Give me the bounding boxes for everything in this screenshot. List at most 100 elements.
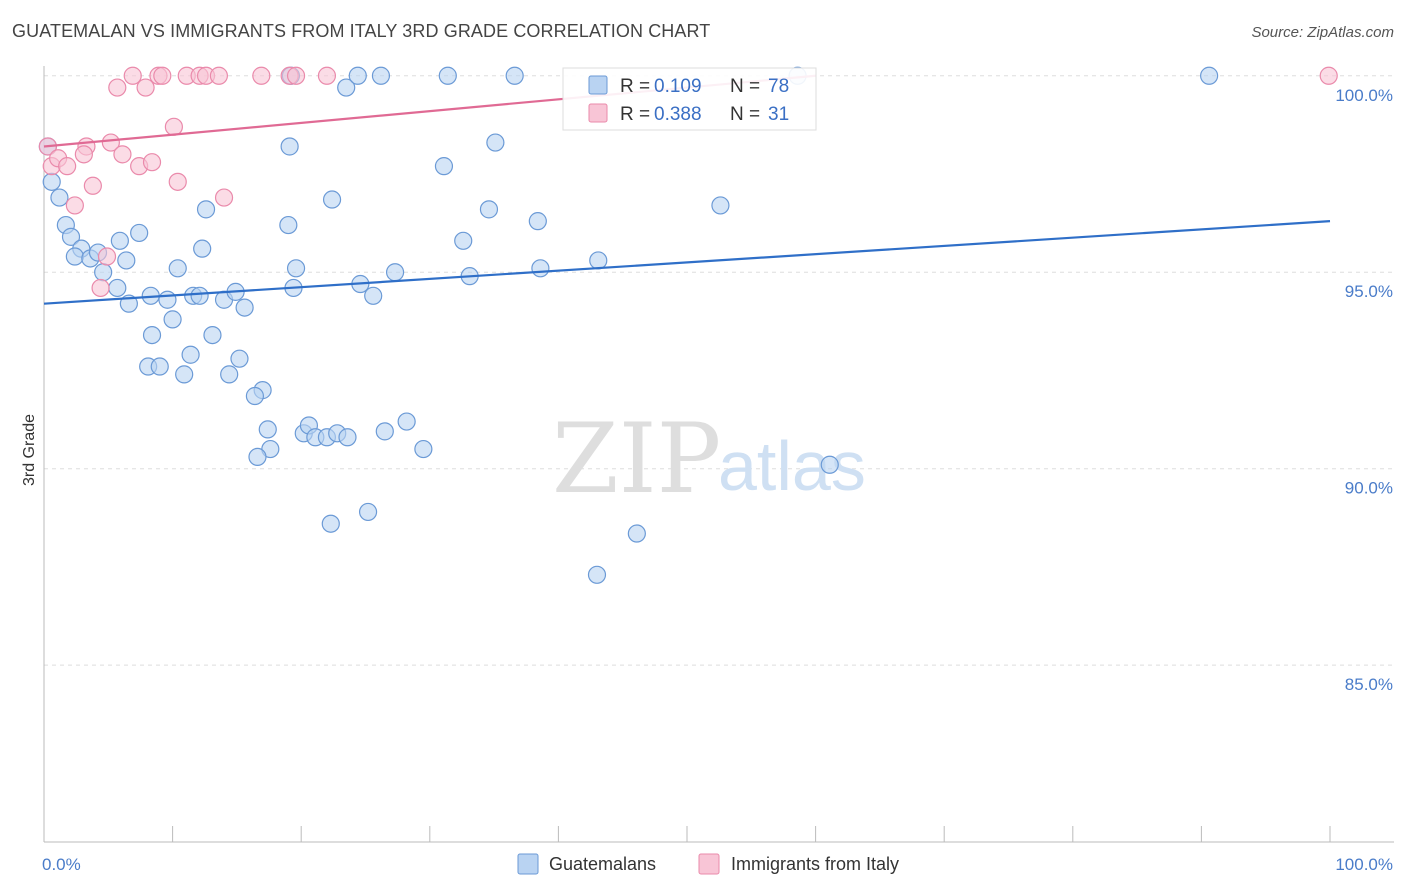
- guatemalan-point: [375, 422, 394, 441]
- stats-n-label-0: N =: [730, 76, 760, 97]
- stats-swatch-pink: [588, 103, 608, 123]
- legend-swatch-italy: [698, 853, 720, 875]
- guatemalan-point: [203, 325, 222, 345]
- guatemalan-point: [65, 247, 84, 266]
- stats-r-label-1: R =: [620, 104, 650, 125]
- axes: [43, 66, 1394, 843]
- italy-point: [101, 133, 120, 152]
- italy-point: [252, 66, 271, 85]
- guatemalan-point: [248, 447, 267, 467]
- italy-point: [123, 66, 142, 85]
- guatemalan-point: [50, 188, 69, 207]
- guatemalan-point: [1200, 66, 1219, 85]
- y-tick-label: 100.0%: [1335, 86, 1393, 105]
- stats-r-value-1: 0.388: [654, 104, 702, 125]
- guatemalan-point: [193, 239, 212, 258]
- guatemalan-point: [142, 325, 162, 345]
- italy-point: [65, 196, 84, 215]
- guatemalan-point: [220, 365, 239, 384]
- x-tick-labels: 0.0% 100.0%: [42, 855, 1393, 874]
- y-tick-label: 90.0%: [1345, 479, 1393, 498]
- watermark: ZIP atlas: [552, 403, 866, 515]
- guatemalan-point: [286, 259, 306, 278]
- stats-n-value-1: 31: [768, 104, 789, 125]
- guatemalan-point: [110, 231, 129, 250]
- guatemalan-point: [528, 212, 547, 231]
- guatemalan-point: [230, 349, 249, 368]
- guatemalan-point: [397, 412, 416, 431]
- italy-point: [1319, 66, 1338, 85]
- guatemalan-point: [587, 565, 607, 584]
- legend-swatch-guatemalans: [517, 853, 539, 875]
- watermark-atlas: atlas: [718, 427, 866, 505]
- guatemalan-point: [108, 278, 127, 298]
- guatemalan-point: [337, 78, 356, 97]
- italy-point: [286, 66, 306, 85]
- bottom-legend: Guatemalans Immigrants from Italy: [517, 853, 899, 875]
- source-credit: Source: ZipAtlas.com: [1251, 24, 1394, 41]
- italy-point: [214, 188, 234, 207]
- guatemalan-point: [322, 190, 342, 209]
- italy-point: [209, 66, 228, 85]
- chart-title: GUATEMALAN VS IMMIGRANTS FROM ITALY 3RD …: [12, 21, 711, 41]
- guatemalan-point: [589, 251, 608, 270]
- guatemalan-point: [627, 524, 646, 543]
- x-tick-label-start: 0.0%: [42, 855, 81, 874]
- italy-points: [38, 66, 1338, 298]
- guatemalan-point: [61, 227, 81, 246]
- italy-point: [91, 278, 110, 298]
- guatemalan-point: [158, 290, 177, 309]
- guatemalan-point: [486, 133, 505, 152]
- guatemalan-point: [479, 200, 499, 219]
- italy-point: [97, 247, 117, 266]
- watermark-zip: ZIP: [552, 403, 721, 515]
- stats-r-label-0: R =: [620, 76, 650, 97]
- italy-point: [58, 157, 77, 176]
- guatemalan-point: [348, 66, 367, 85]
- guatemalan-point: [117, 251, 136, 270]
- italy-point: [83, 176, 102, 195]
- italy-point: [74, 145, 93, 164]
- guatemalan-point: [196, 200, 216, 219]
- italy-point: [113, 145, 132, 164]
- guatemalan-point: [42, 172, 61, 191]
- guatemalan-point: [168, 259, 187, 278]
- guatemalan-point: [321, 514, 340, 533]
- x-tick-label-end: 100.0%: [1335, 855, 1393, 874]
- stats-n-label-1: N =: [730, 104, 760, 125]
- guatemalan-point: [385, 263, 405, 282]
- guatemalan-point: [279, 215, 298, 235]
- guatemalan-point: [531, 259, 550, 278]
- guatemalan-point: [280, 137, 299, 156]
- guatemalan-point: [94, 263, 113, 282]
- stats-r-value-0: 0.109: [654, 76, 702, 97]
- guatemalan-point: [820, 455, 839, 474]
- y-tick-label: 95.0%: [1345, 282, 1393, 301]
- guatemalan-point: [181, 345, 200, 364]
- y-tick-labels: 100.0% 95.0% 90.0% 85.0%: [1335, 86, 1393, 694]
- guatemalan-point: [190, 286, 209, 305]
- guatemalan-point: [245, 386, 265, 406]
- legend-label-guatemalans: Guatemalans: [549, 854, 656, 874]
- guatemalan-point: [163, 310, 182, 329]
- italy-point: [164, 117, 183, 136]
- guatemalans-trend-line: [43, 220, 1331, 305]
- italy-point: [108, 78, 127, 97]
- guatemalan-point: [364, 286, 383, 305]
- guatemalan-point: [454, 231, 473, 250]
- italy-point: [142, 153, 162, 172]
- guatemalan-point: [358, 502, 378, 522]
- guatemalan-point: [371, 66, 391, 85]
- italy-point: [136, 78, 155, 97]
- stats-swatch-blue: [588, 75, 608, 95]
- guatemalan-point: [130, 223, 149, 243]
- guatemalan-point: [505, 66, 524, 85]
- guatemalan-point: [150, 357, 169, 376]
- guatemalan-point: [338, 428, 357, 447]
- italy-point: [317, 66, 337, 85]
- guatemalan-point: [175, 365, 194, 384]
- y-tick-label: 85.0%: [1345, 675, 1393, 694]
- grid-lines: [44, 75, 1394, 666]
- y-axis-label: 3rd Grade: [21, 414, 38, 486]
